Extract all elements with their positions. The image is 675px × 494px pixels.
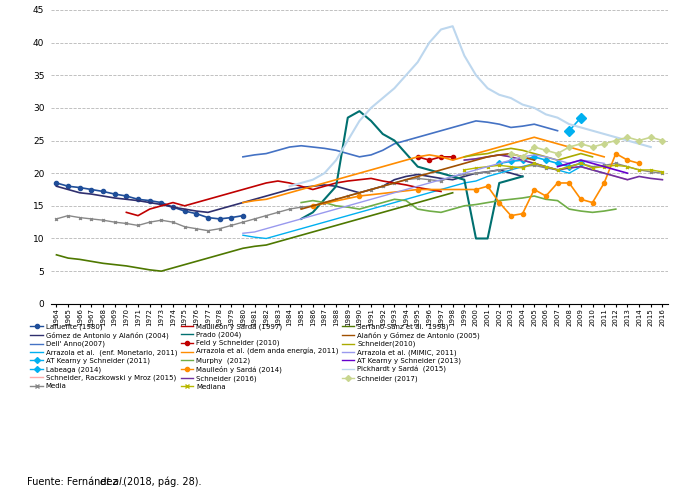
Text: et al.: et al. <box>100 477 125 487</box>
Legend: Lafuente (1980), Gómez de Antonio y Alañón (2004), Dell' Anno(2007), Arrazola et: Lafuente (1980), Gómez de Antonio y Alañ… <box>30 322 480 390</box>
Text: (2018, pág. 28).: (2018, pág. 28). <box>120 477 202 487</box>
Text: Fuente: Fernández: Fuente: Fernández <box>27 477 121 487</box>
